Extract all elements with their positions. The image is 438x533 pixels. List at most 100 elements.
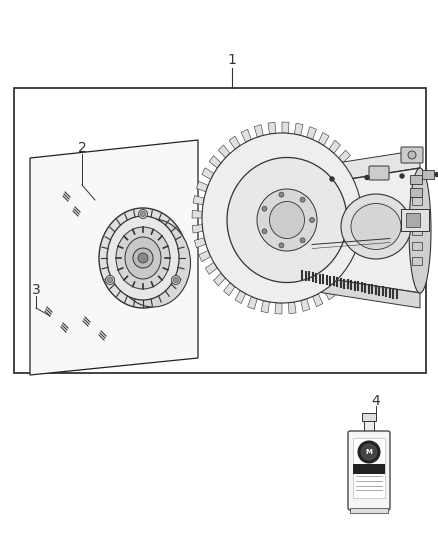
Polygon shape [192,211,202,218]
Circle shape [365,175,369,180]
Circle shape [106,276,115,285]
Polygon shape [223,282,235,296]
Circle shape [279,212,295,228]
FancyBboxPatch shape [369,166,389,180]
Ellipse shape [269,201,304,238]
Ellipse shape [116,219,191,307]
Polygon shape [307,127,316,140]
Circle shape [300,197,305,202]
Bar [353,464,385,474]
Circle shape [358,441,380,463]
Bar [412,197,422,205]
Circle shape [262,206,267,211]
Polygon shape [288,302,296,314]
Polygon shape [294,123,303,135]
Circle shape [262,229,267,234]
Ellipse shape [341,194,411,259]
Polygon shape [254,125,263,137]
Circle shape [361,444,377,460]
Ellipse shape [257,189,317,251]
Text: 3: 3 [32,283,40,297]
Polygon shape [214,273,226,286]
Polygon shape [347,161,359,174]
Text: 2: 2 [78,141,86,155]
Polygon shape [356,244,367,255]
Text: 4: 4 [371,394,380,408]
Bar [412,241,422,249]
Circle shape [330,177,334,181]
Ellipse shape [125,237,161,279]
Circle shape [173,278,178,282]
Bar [412,227,422,235]
Bar [362,413,376,421]
Bar [422,170,434,179]
Polygon shape [196,181,208,192]
Bar [14,88,426,373]
Ellipse shape [107,216,179,300]
Polygon shape [339,150,350,163]
Bar [410,188,422,197]
FancyBboxPatch shape [348,431,390,510]
Polygon shape [300,299,310,311]
Ellipse shape [99,208,187,308]
Polygon shape [192,225,203,233]
Polygon shape [353,174,365,185]
Polygon shape [292,273,420,308]
Circle shape [141,212,145,216]
Polygon shape [318,133,329,146]
Polygon shape [30,140,198,375]
Polygon shape [292,168,420,293]
Polygon shape [282,122,289,133]
Polygon shape [350,256,362,268]
Polygon shape [209,156,221,168]
Circle shape [400,174,404,178]
FancyBboxPatch shape [401,147,423,163]
Polygon shape [324,287,335,300]
Circle shape [171,276,180,285]
Text: 1: 1 [228,53,237,67]
Circle shape [108,278,113,282]
Bar [353,438,385,498]
Polygon shape [362,218,372,225]
Circle shape [310,217,314,222]
Ellipse shape [116,227,170,289]
Circle shape [138,253,148,263]
Circle shape [408,151,416,159]
Polygon shape [358,188,370,198]
Circle shape [138,209,148,219]
Text: M: M [366,449,372,455]
Bar [406,213,420,227]
Bar [410,175,422,184]
Polygon shape [261,301,269,313]
Circle shape [279,192,284,197]
Polygon shape [334,278,346,291]
Ellipse shape [202,133,362,303]
Polygon shape [275,303,282,314]
FancyBboxPatch shape [401,208,429,230]
Polygon shape [313,294,323,306]
Circle shape [435,173,438,176]
Circle shape [133,248,153,268]
Polygon shape [199,251,211,262]
Polygon shape [229,136,240,149]
Polygon shape [360,231,371,240]
Polygon shape [292,150,420,188]
Circle shape [300,238,305,243]
Polygon shape [268,122,276,134]
Bar [412,256,422,264]
Ellipse shape [227,157,347,282]
Polygon shape [247,296,257,309]
Polygon shape [241,130,251,142]
Polygon shape [202,168,214,180]
Polygon shape [219,145,230,158]
Polygon shape [193,196,204,205]
Ellipse shape [351,204,401,249]
Bar [412,212,422,220]
Bar [364,421,374,433]
Polygon shape [205,262,217,274]
Ellipse shape [409,168,431,293]
Bar [350,508,388,513]
Circle shape [279,243,284,248]
Polygon shape [235,290,246,303]
Polygon shape [343,268,355,280]
